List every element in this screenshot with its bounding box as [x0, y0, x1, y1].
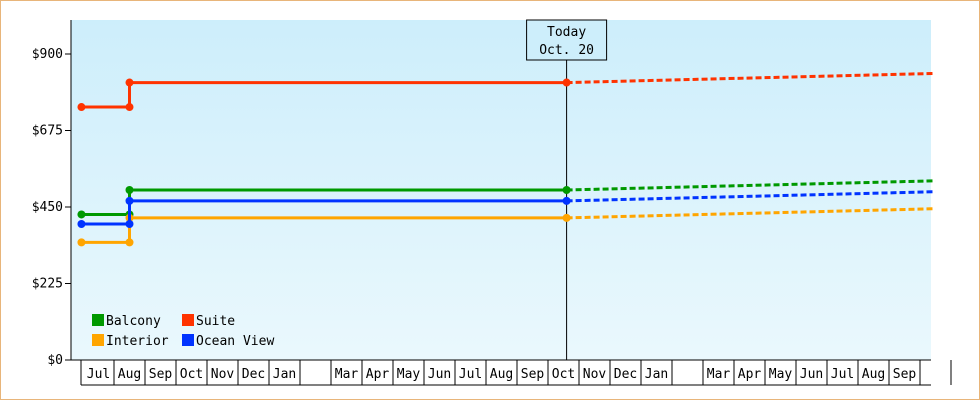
legend-label-balcony: Balcony [106, 314, 161, 329]
x-tick-label: May [769, 367, 793, 382]
x-tick-label: Oct [552, 367, 575, 382]
legend: Balcony Suite Interior Ocean View [92, 314, 274, 349]
x-tick-label: Jun [800, 367, 823, 382]
x-tick-label: Mar [707, 367, 731, 382]
x-tick-label: Dec [242, 367, 265, 382]
legend-swatch-interior [92, 334, 104, 346]
y-tick-label: $450 [32, 200, 63, 215]
x-tick-label: Dec [614, 367, 637, 382]
forecast-line-suite [566, 71, 936, 85]
today-label-box [526, 19, 608, 61]
x-tick-label: Jan [645, 367, 668, 382]
y-axis: $0 $225 $450 $675 $900 [32, 20, 72, 368]
data-point-interior [125, 238, 134, 247]
today-marker: Today Oct. 20 [526, 19, 608, 360]
legend-label-suite: Suite [196, 314, 235, 329]
forecast-line-interior [566, 207, 936, 220]
forecast-line-balcony [566, 179, 936, 192]
data-point-ocean-view [125, 220, 134, 228]
x-tick-label: Jun [428, 367, 451, 382]
x-tick-label: Jul [831, 367, 854, 382]
x-tick-label: Aug [118, 367, 141, 382]
legend-label-interior: Interior [106, 334, 169, 349]
series-line-ocean-view [81, 199, 567, 226]
y-tick-label: $0 [47, 353, 63, 368]
data-point-balcony [125, 186, 134, 194]
x-tick-label: Oct [180, 367, 203, 382]
x-axis: Jul Aug Sep Oct Nov Dec Jan Mar Apr May Jun Jul Aug S… [71, 359, 952, 386]
y-tick-label: $225 [32, 277, 63, 292]
legend-label-ocean-view: Ocean View [196, 334, 274, 349]
x-tick-label: Jul [87, 367, 110, 382]
data-point-interior [562, 213, 571, 222]
data-point-suite [562, 78, 571, 87]
x-tick-label: Sep [521, 367, 545, 382]
x-tick-label: Jan [273, 367, 296, 382]
y-tick-label: $675 [32, 124, 63, 139]
x-tick-label: Mar [335, 367, 359, 382]
legend-swatch-ocean-view [182, 334, 194, 346]
x-tick-label: Apr [366, 367, 390, 382]
x-tick-label: Sep [893, 367, 917, 382]
x-tick-label: Aug [490, 367, 513, 382]
series-line-interior [81, 216, 567, 244]
today-date: Oct. 20 [539, 43, 594, 58]
data-point-interior [77, 238, 86, 247]
data-point-suite [77, 103, 86, 112]
x-tick-label: Nov [583, 367, 607, 382]
data-point-suite [125, 103, 134, 112]
series-group [77, 71, 936, 247]
series-line-suite [81, 81, 567, 109]
y-tick-label: $900 [32, 47, 63, 62]
x-tick-label: May [397, 367, 421, 382]
data-point-suite [125, 78, 134, 87]
today-label: Today [547, 25, 586, 40]
x-tick-label: Aug [862, 367, 885, 382]
legend-swatch-balcony [92, 314, 104, 326]
x-tick-label: Apr [738, 367, 762, 382]
x-tick-label: Nov [211, 367, 235, 382]
forecast-line-ocean-view [566, 190, 936, 203]
x-tick-label: Jul [459, 367, 482, 382]
legend-swatch-suite [182, 314, 194, 326]
data-point-balcony [77, 210, 86, 219]
data-point-balcony [562, 186, 571, 194]
data-point-ocean-view [562, 196, 571, 205]
x-tick-label: Sep [149, 367, 173, 382]
data-point-ocean-view [125, 196, 134, 205]
data-point-ocean-view [77, 220, 86, 228]
